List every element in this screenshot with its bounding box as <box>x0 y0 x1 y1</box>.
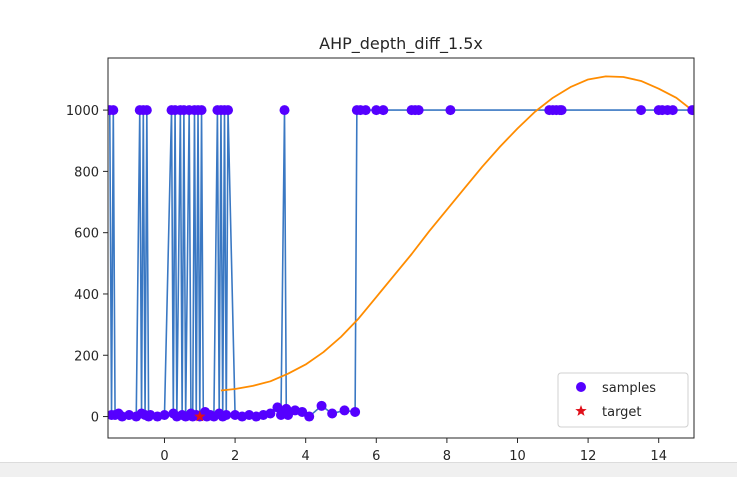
legend-samples-label: samples <box>602 381 656 396</box>
x-tick-label: 10 <box>509 449 526 462</box>
legend: samples target <box>557 372 689 428</box>
sample-point <box>272 402 283 413</box>
legend-box <box>557 372 689 428</box>
sample-point <box>360 105 371 116</box>
sample-point <box>283 410 294 421</box>
sample-point <box>636 105 647 116</box>
sample-point <box>378 105 389 116</box>
sample-point <box>339 405 350 416</box>
y-tick-label: 1000 <box>66 104 99 119</box>
sample-point <box>141 105 152 116</box>
sample-point <box>327 408 338 419</box>
series-layer <box>108 75 694 422</box>
sample-point <box>196 105 207 116</box>
plot-frame <box>107 57 695 439</box>
sample-point <box>223 105 234 116</box>
x-tick-label: 14 <box>650 449 667 462</box>
legend-samples-marker <box>576 382 586 392</box>
y-tick-label: 400 <box>74 288 99 303</box>
sample-point <box>445 105 456 116</box>
x-tick-label: 12 <box>580 449 597 462</box>
sample-point <box>221 410 232 421</box>
sample-point <box>159 410 170 421</box>
y-tick-label: 0 <box>91 411 99 426</box>
chart: AHP_depth_diff_1.5x 0 2 4 6 8 10 12 14 0 200 400 60… <box>65 34 695 462</box>
sample-point <box>297 406 308 417</box>
y-tick-label: 200 <box>74 349 99 364</box>
bottom-scroll-strip <box>0 462 737 477</box>
x-tick-label: 6 <box>372 449 380 462</box>
x-tick-label: 8 <box>443 449 451 462</box>
sample-point <box>265 408 276 419</box>
sample-point <box>667 105 678 116</box>
chart-title: AHP_depth_diff_1.5x <box>319 34 483 54</box>
x-tick-label: 0 <box>160 449 168 462</box>
x-tick-label: 4 <box>302 449 310 462</box>
sample-point <box>108 105 119 116</box>
sample-point <box>687 105 694 116</box>
sample-point <box>279 105 290 116</box>
sample-point <box>316 400 327 411</box>
axis-layer: 0 2 4 6 8 10 12 14 0 200 400 600 800 1000 <box>66 104 667 462</box>
y-tick-label: 800 <box>74 165 99 180</box>
sample-point <box>556 105 567 116</box>
sample-point <box>371 105 382 116</box>
target-point <box>194 410 206 422</box>
legend-target-label: target <box>602 405 642 420</box>
sample-point <box>350 406 361 417</box>
y-tick-label: 600 <box>74 227 99 242</box>
sample-point <box>413 105 424 116</box>
legend-target-marker <box>575 405 587 416</box>
sample-point <box>304 411 315 422</box>
fit-curve <box>220 75 694 392</box>
x-tick-label: 2 <box>231 449 239 462</box>
